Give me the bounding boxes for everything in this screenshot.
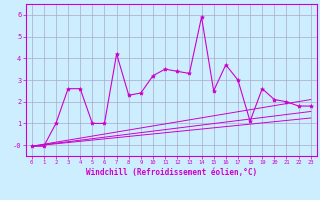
Point (260, 87, 265, 90)
Point (90, 122, 95, 125)
Point (41, 145, 46, 148)
Point (187, 72, 192, 75)
Point (102, 122, 107, 125)
Point (150, 74, 156, 77)
Point (175, 70, 180, 73)
Point (138, 91, 143, 95)
Point (247, 120, 252, 123)
Point (114, 52, 119, 56)
Point (284, 100, 289, 103)
Point (211, 89, 216, 92)
Point (272, 98, 277, 101)
Point (163, 68, 168, 71)
Point (308, 104, 313, 108)
Point (29, 145, 34, 148)
Point (223, 63, 228, 66)
Point (236, 78, 241, 82)
X-axis label: Windchill (Refroidissement éolien,°C): Windchill (Refroidissement éolien,°C) (86, 168, 257, 177)
Point (53, 122, 59, 125)
Point (199, 15, 204, 19)
Point (66, 87, 71, 90)
Point (126, 94, 131, 97)
Point (78, 87, 83, 90)
Point (296, 104, 301, 108)
